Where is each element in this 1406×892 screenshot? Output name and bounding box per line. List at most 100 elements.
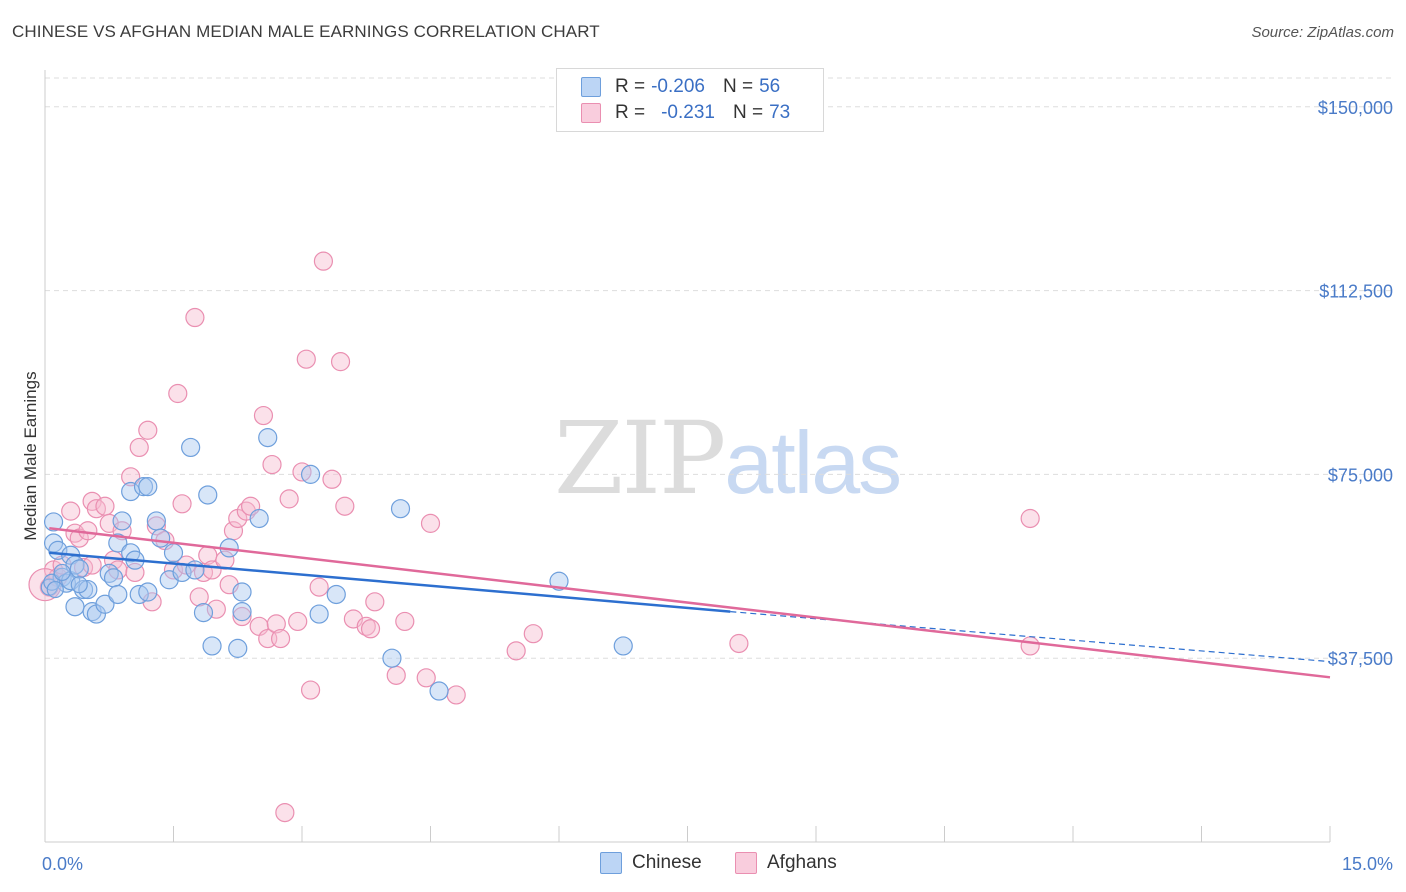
chinese-point — [232, 582, 252, 602]
y-tick-label: $37,500 — [1328, 649, 1393, 669]
legend-n-value-afghans: 73 — [769, 102, 791, 123]
afghans-point — [446, 685, 466, 705]
chinese-point — [163, 543, 184, 563]
chinese-point — [70, 576, 88, 594]
legend-n-label: N = — [722, 76, 754, 97]
legend-r-label: R = — [615, 102, 646, 123]
afghans-point — [313, 251, 334, 271]
afghans-point — [129, 437, 149, 458]
y-tick-label: $150,000 — [1318, 98, 1393, 118]
chinese-point — [232, 602, 252, 622]
chinese-point — [549, 571, 569, 591]
afghans-point — [270, 628, 291, 649]
legend-swatch-afghans — [581, 103, 601, 123]
afghans-point — [232, 606, 252, 627]
chinese-points — [40, 428, 633, 701]
chart-title: CHINESE VS AFGHAN MEDIAN MALE EARNINGS C… — [12, 22, 600, 41]
chinese-point — [112, 511, 132, 531]
bottom-legend-afghans[interactable]: Afghans — [735, 852, 837, 874]
afghans-point — [138, 420, 158, 440]
legend-row-chinese: R = -0.206 N = 56 — [581, 75, 780, 99]
legend-r-value-chinese: -0.206 — [651, 76, 705, 97]
chinese-point — [133, 477, 154, 497]
bottom-legend-label-afghans: Afghans — [767, 852, 837, 873]
afghans-point — [168, 383, 188, 404]
afghans-point — [275, 802, 295, 823]
source-label: Source: ZipAtlas.com — [1251, 24, 1394, 41]
legend: R = -0.206 N = 56 R = -0.231 N = 73 — [556, 68, 824, 132]
afghans-point — [395, 611, 415, 632]
legend-r-label: R = — [615, 76, 646, 97]
afghans-point — [420, 513, 441, 533]
afghans-point — [185, 307, 205, 328]
afghans-point — [146, 516, 166, 536]
chinese-point — [43, 512, 64, 532]
chinese-point — [46, 580, 64, 599]
legend-r-value-afghans: -0.231 — [661, 102, 715, 123]
afghans-point — [78, 521, 98, 541]
bottom-legend-swatch-afghans — [735, 852, 757, 874]
legend-n-value-chinese: 56 — [759, 76, 781, 97]
afghans-point — [322, 469, 342, 489]
afghans-point — [523, 624, 543, 644]
afghans-point — [253, 405, 274, 426]
axis-labels: $37,500 $75,000 $112,500 $150,000 0.0% 15.0% M… — [21, 98, 1393, 874]
chinese-point — [138, 477, 158, 497]
chinese-point — [65, 597, 85, 617]
legend-swatch-chinese — [581, 77, 601, 97]
bottom-legend: Chinese Afghans — [0, 852, 1406, 878]
afghans-point — [729, 633, 749, 654]
chinese-point — [202, 636, 222, 656]
chinese-point — [78, 579, 98, 600]
y-tick-label: $112,500 — [1319, 282, 1393, 302]
x-tick-label-max: 15.0% — [1342, 854, 1393, 874]
legend-row-afghans: R = -0.231 N = 73 — [581, 101, 790, 125]
chinese-point — [103, 568, 124, 588]
chinese-point — [326, 584, 346, 605]
y-axis-label: Median Male Earnings — [21, 371, 40, 540]
afghans-point — [262, 454, 282, 475]
chinese-point — [151, 528, 171, 548]
chinese-point — [181, 437, 201, 458]
afghans-point — [95, 496, 115, 516]
afghans-point — [189, 587, 209, 607]
chinese-point — [53, 563, 71, 582]
afghans-points — [28, 251, 1040, 823]
chinese-point — [95, 594, 115, 614]
afghans-point — [266, 614, 286, 634]
chinese-point — [193, 603, 214, 623]
watermark-zip: ZIP — [554, 400, 726, 517]
bottom-legend-chinese[interactable]: Chinese — [600, 852, 702, 874]
chinese-point — [300, 464, 321, 484]
afghans-point — [300, 680, 321, 700]
chinese-point — [138, 582, 158, 602]
chinese-point — [108, 533, 128, 553]
chinese-point — [382, 648, 402, 668]
bottom-legend-label-chinese: Chinese — [632, 852, 702, 873]
afghans-point — [309, 577, 329, 597]
afghans-point — [121, 467, 141, 487]
afghans-point — [296, 349, 316, 369]
afghans-point — [386, 665, 406, 685]
afghans-trend-line — [49, 527, 1331, 679]
axes — [44, 70, 1331, 843]
chinese-point — [390, 499, 411, 519]
chinese-point — [146, 511, 166, 531]
afghans-point — [1020, 636, 1040, 656]
chinese-point — [198, 485, 218, 505]
legend-n-label: N = — [732, 102, 764, 123]
chinese-point — [228, 638, 248, 658]
watermark: ZIPatlas — [554, 400, 902, 517]
chinese-point — [108, 584, 128, 605]
chinese-point — [309, 604, 329, 624]
trend-lines — [49, 527, 1331, 679]
chinese-point — [258, 428, 278, 448]
afghans-point — [365, 592, 385, 612]
chinese-point — [613, 636, 633, 656]
chinese-point — [69, 559, 89, 579]
chinese-point — [249, 508, 269, 529]
chinese-point — [429, 681, 449, 701]
x-tick-label-min: 0.0% — [42, 854, 83, 874]
bottom-legend-swatch-chinese — [600, 852, 622, 874]
